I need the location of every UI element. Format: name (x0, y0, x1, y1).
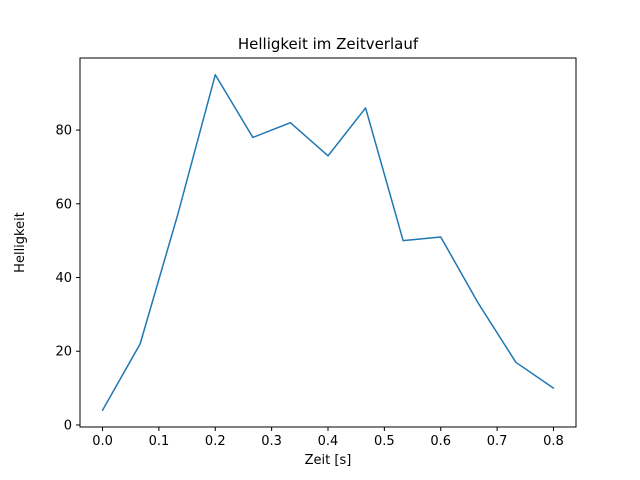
x-tick-label: 0.0 (92, 434, 113, 449)
y-tick-label: 20 (55, 345, 72, 360)
x-tick-label: 0.4 (318, 434, 339, 449)
x-tick-label: 0.6 (430, 434, 451, 449)
x-tick-label: 0.3 (261, 434, 282, 449)
x-axis-label: Zeit [s] (305, 453, 352, 468)
x-tick-label: 0.1 (149, 434, 170, 449)
axes-spines (79, 57, 577, 428)
x-tick-label: 0.2 (205, 434, 226, 449)
y-tick-label: 40 (55, 271, 72, 286)
y-tick-label: 0 (64, 418, 72, 433)
chart-title: Helligkeit im Zeitverlauf (238, 35, 419, 53)
x-tick-label: 0.8 (543, 434, 564, 449)
plot-area: 0.0 0.1 0.2 0.3 0.4 0.5 0.6 0.7 0.8 0 20 40 60 80 (55, 57, 577, 449)
y-axis-label: Helligkeit (13, 212, 28, 273)
y-tick-label: 60 (55, 197, 72, 212)
x-tick-label: 0.7 (487, 434, 508, 449)
x-tick-label: 0.5 (374, 434, 395, 449)
y-tick-label: 80 (55, 124, 72, 139)
data-line-series (101, 74, 555, 411)
